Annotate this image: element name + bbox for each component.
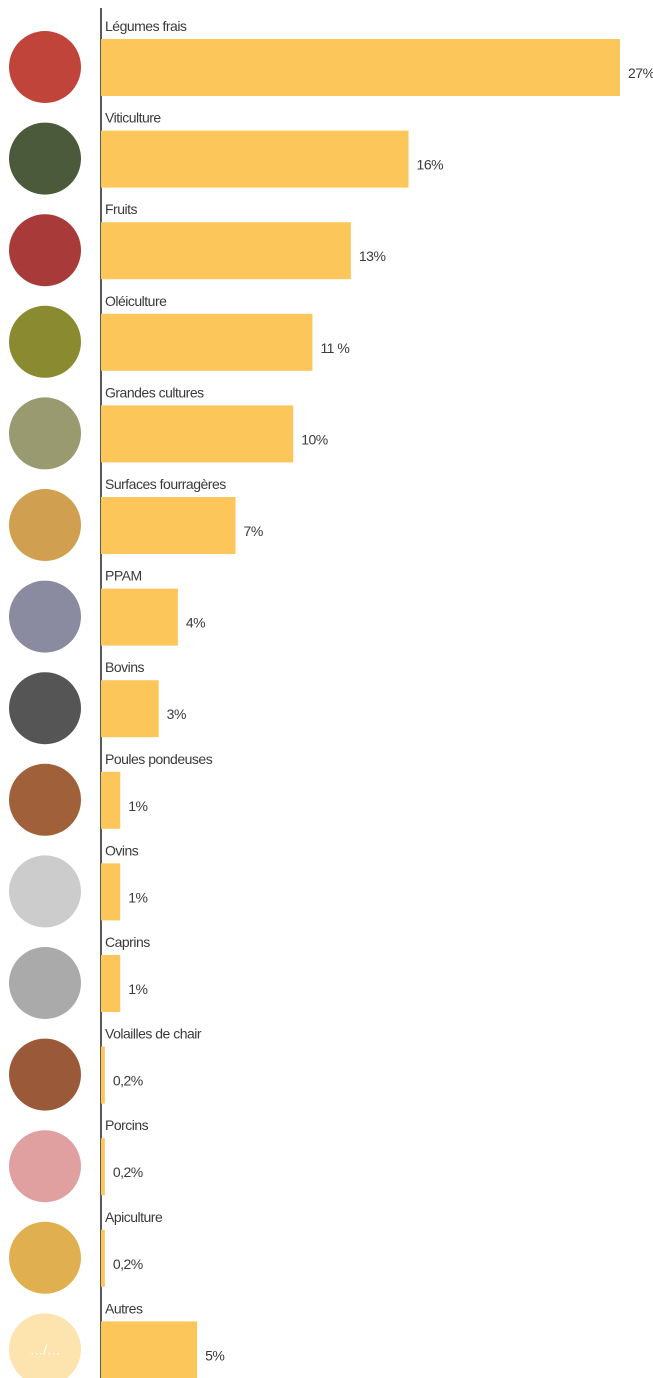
- category-icon: [9, 1038, 81, 1111]
- category-label: Porcins: [105, 1117, 149, 1133]
- category-label: Autres: [105, 1300, 143, 1316]
- category-label: Surfaces fourragères: [105, 476, 226, 492]
- bar: [101, 771, 121, 829]
- category-icon: [9, 305, 81, 378]
- bar: [101, 588, 178, 646]
- category-label: Poules pondeuses: [105, 751, 213, 767]
- value-label: 11 %: [320, 340, 349, 356]
- bar: [101, 39, 620, 96]
- bar: [101, 405, 294, 463]
- value-label: 13%: [359, 248, 386, 264]
- category-icon: [9, 580, 81, 653]
- value-label: 7%: [244, 523, 263, 539]
- category-label: Grandes cultures: [105, 384, 204, 400]
- category-icon: [9, 1313, 81, 1378]
- category-label: Légumes frais: [105, 18, 187, 34]
- value-label: 1%: [128, 798, 147, 814]
- value-label: 0,2%: [113, 1073, 143, 1089]
- category-icon: [9, 672, 81, 745]
- value-label: 0,2%: [113, 1256, 143, 1272]
- category-label: Apiculture: [105, 1209, 163, 1225]
- value-label: 3%: [167, 706, 186, 722]
- category-label: Bovins: [105, 659, 145, 675]
- value-label: 0,2%: [113, 1164, 143, 1180]
- bar: [101, 1138, 105, 1196]
- category-label: Fruits: [105, 201, 138, 217]
- bar: [101, 1046, 105, 1104]
- bar: [101, 497, 236, 554]
- value-label: 16%: [417, 157, 444, 173]
- category-label: Ovins: [105, 842, 139, 858]
- bar: [101, 955, 121, 1012]
- bar: [101, 863, 121, 921]
- category-icon: [9, 855, 81, 928]
- bar: [101, 680, 159, 738]
- category-icon: [9, 31, 81, 103]
- category-label: Volailles de chair: [105, 1026, 202, 1042]
- bar: [101, 1229, 105, 1287]
- category-label: PPAM: [105, 568, 142, 584]
- category-icon: [9, 947, 81, 1019]
- value-label: 1%: [128, 889, 147, 905]
- category-icon: [9, 397, 81, 470]
- category-label: Viticulture: [105, 110, 161, 126]
- category-icon: [9, 489, 81, 561]
- category-label: Oléiculture: [105, 293, 167, 309]
- category-icon: [9, 1221, 81, 1294]
- bar: [101, 222, 351, 280]
- bar: [101, 313, 313, 371]
- category-icon: [9, 763, 81, 836]
- value-label: 5%: [205, 1347, 224, 1363]
- value-label: 10%: [301, 431, 328, 447]
- category-icon: [9, 122, 81, 195]
- value-label: 1%: [128, 981, 147, 997]
- value-label: 27%: [628, 65, 653, 81]
- category-icon: [9, 214, 81, 287]
- category-icon: [9, 1130, 81, 1203]
- category-label: Caprins: [105, 934, 150, 950]
- value-label: 4%: [186, 615, 205, 631]
- bar: [101, 1321, 198, 1378]
- bar: [101, 130, 409, 188]
- icon-label: …/…: [30, 1341, 60, 1357]
